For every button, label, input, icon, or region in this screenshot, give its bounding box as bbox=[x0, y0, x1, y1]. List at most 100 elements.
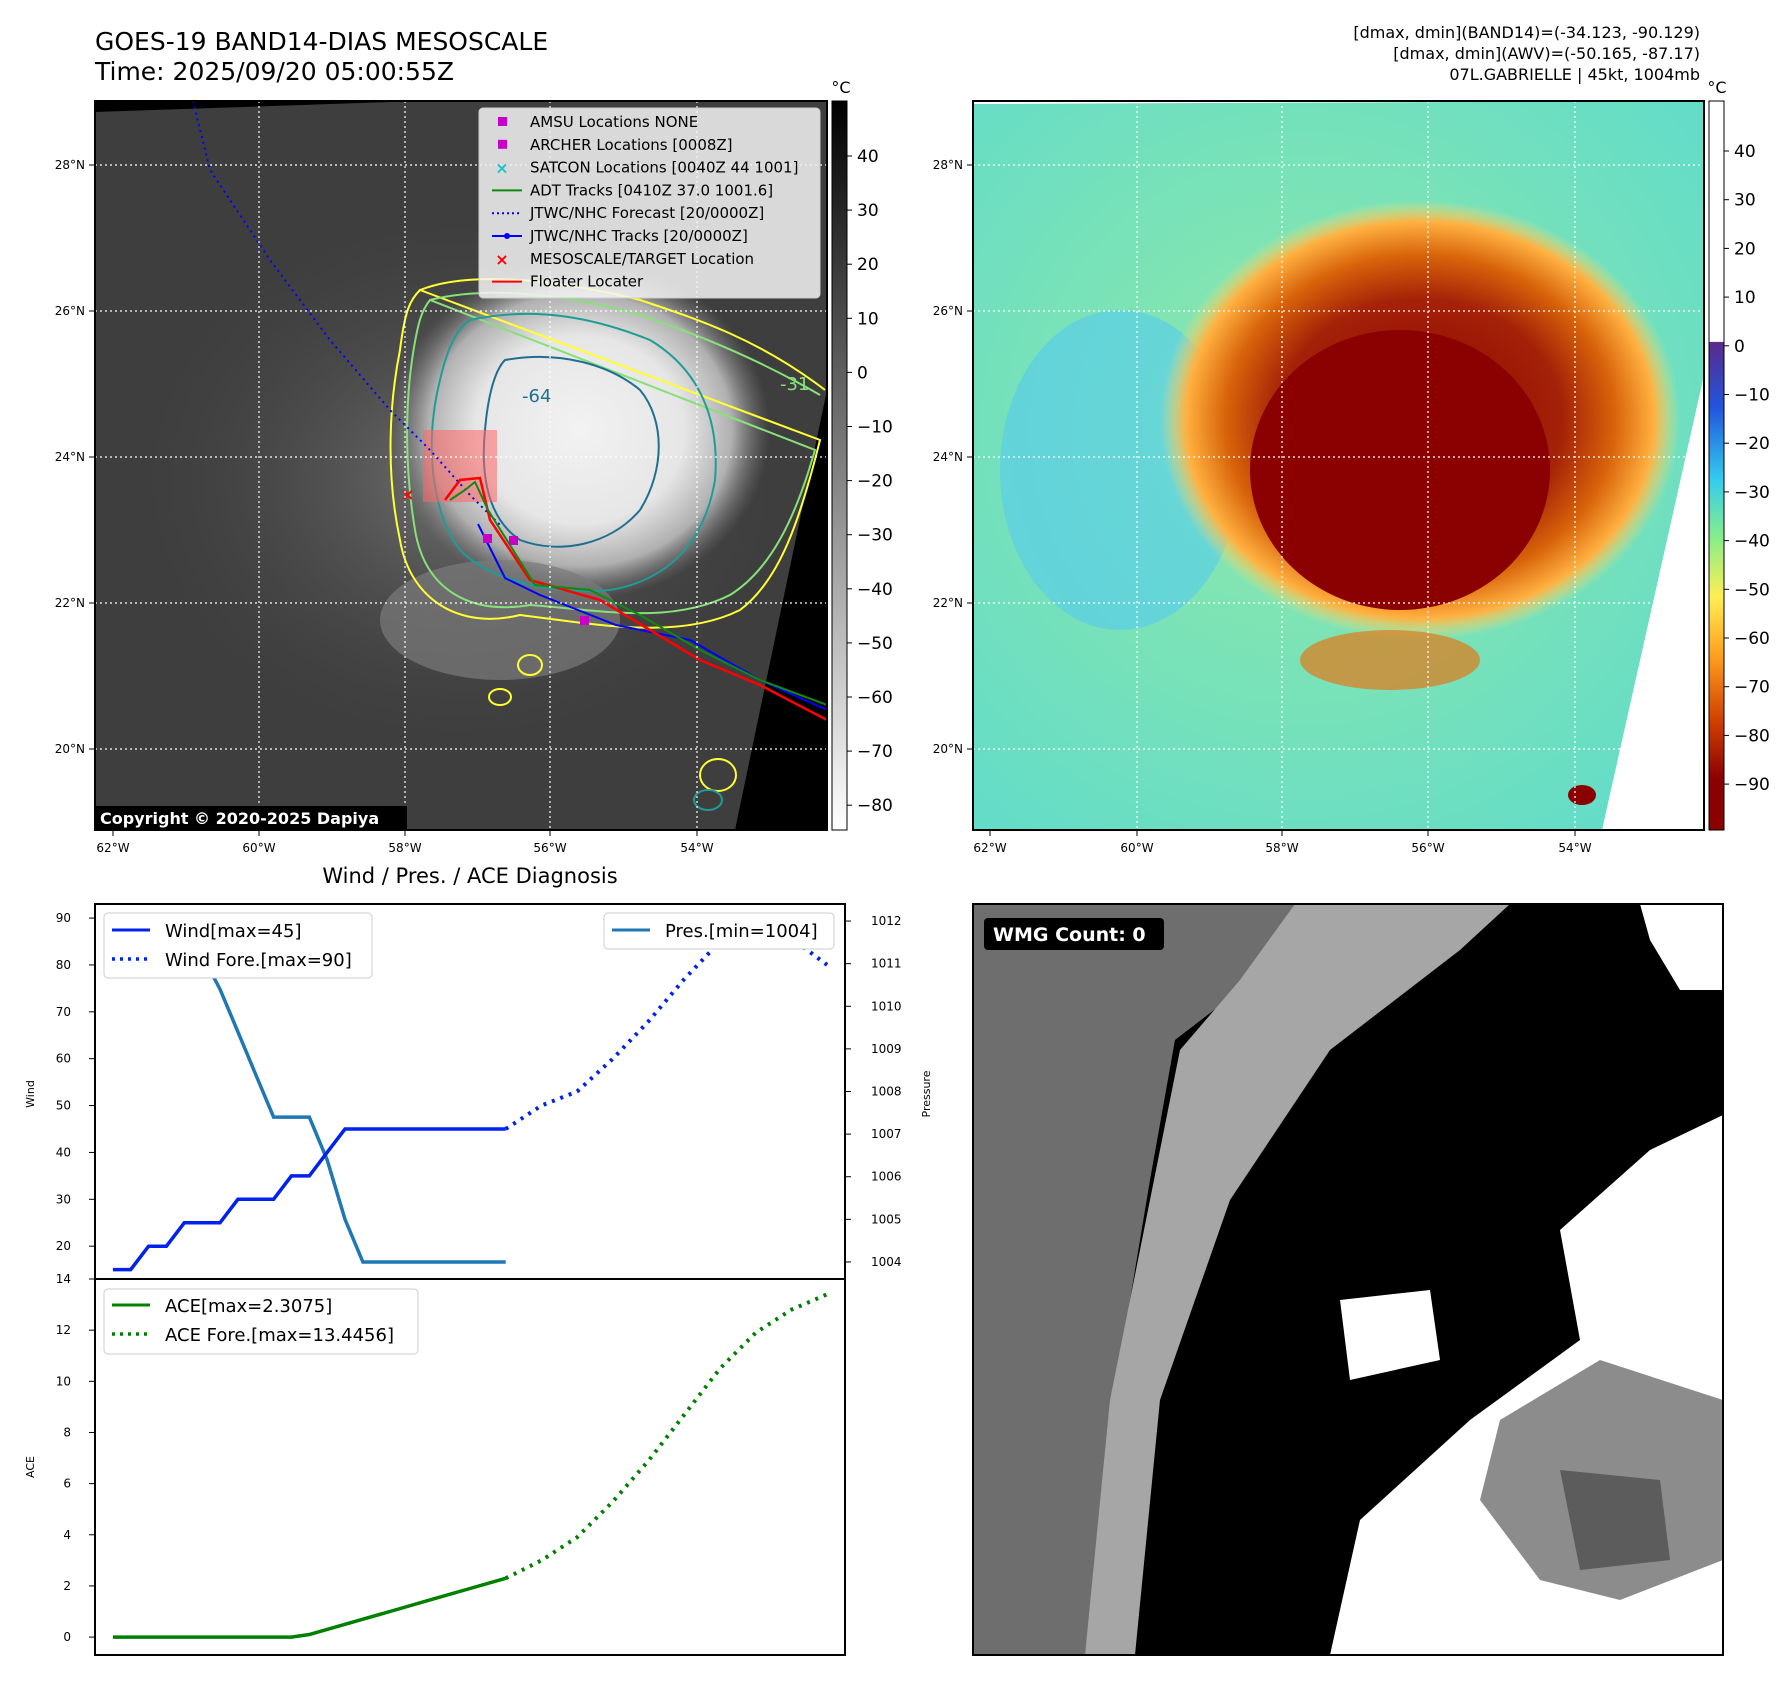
lat-tick-label: 28°N bbox=[933, 158, 963, 172]
lon-tick-label: 56°W bbox=[533, 841, 566, 855]
pressure-axis-tick-label: 1006 bbox=[871, 1170, 902, 1184]
ace-axis-tick-label: 10 bbox=[56, 1374, 71, 1388]
colorbar-tick-label: −20 bbox=[857, 472, 893, 492]
colorbar-tick-label: −10 bbox=[857, 418, 893, 438]
wind-legend-box bbox=[103, 912, 373, 979]
pressure-axis-tick-label: 1008 bbox=[871, 1085, 902, 1099]
ace-panel: ACE 0 2 4 6 8 10 12 14 ACE[max=2.3075] ACE Fore… bbox=[24, 1272, 846, 1656]
wind-panel: Wind Pressure 20 30 40 50 60 70 80 90 1004 1005 10… bbox=[24, 903, 933, 1280]
map-legend: AMSU Locations NONE ARCHER Locations [000… bbox=[478, 107, 821, 299]
legend-label: JTWC/NHC Tracks [20/0000Z] bbox=[529, 227, 748, 245]
colorbar-tick-label: −40 bbox=[1734, 532, 1770, 552]
lat-tick-label: 22°N bbox=[933, 596, 963, 610]
wmg-count-text: WMG Count: 0 bbox=[993, 924, 1146, 946]
colorbar-tick-label: −80 bbox=[857, 796, 893, 816]
wind-axis-tick-label: 90 bbox=[56, 911, 71, 925]
ace-axis-tick-label: 0 bbox=[63, 1630, 71, 1644]
colorbar-tick-label: −50 bbox=[1734, 580, 1770, 600]
lon-tick-label: 60°W bbox=[242, 841, 275, 855]
colorbar-tick-label: −30 bbox=[1734, 483, 1770, 503]
legend-label: Floater Locater bbox=[530, 273, 644, 291]
wmg-frame bbox=[972, 903, 1724, 1656]
wmg-region-white-spot bbox=[1340, 1290, 1440, 1380]
pressure-axis-label: Pressure bbox=[920, 1070, 933, 1117]
ace-axis-label: ACE bbox=[24, 1456, 37, 1478]
legend-label: MESOSCALE/TARGET Location bbox=[530, 250, 754, 268]
pres-legend-box bbox=[603, 912, 835, 950]
pres-legend-label: Pres.[min=1004] bbox=[665, 921, 818, 942]
colorbar-tick-label: −80 bbox=[1734, 726, 1770, 746]
wind-axis-tick-label: 50 bbox=[56, 1099, 71, 1113]
lat-tick-label: 26°N bbox=[55, 304, 85, 318]
floater-box bbox=[423, 430, 497, 502]
ir-nodata-edge bbox=[735, 101, 827, 830]
wind-legend-label: Wind[max=45] bbox=[165, 921, 302, 942]
legend-label: SATCON Locations [0040Z 44 1001] bbox=[530, 159, 798, 177]
ace-axis-tick-label: 6 bbox=[63, 1477, 71, 1491]
colorbar-tick-label: 40 bbox=[857, 147, 879, 167]
colorbar-tick-label: −60 bbox=[857, 688, 893, 708]
ir-storm-cloud bbox=[390, 260, 770, 600]
figure-title: GOES-19 BAND14-DIAS MESOSCALE bbox=[95, 27, 548, 56]
ace-axis-tick-label: 12 bbox=[56, 1323, 71, 1337]
awv-map-frame bbox=[972, 100, 1705, 831]
awv-gridlines bbox=[973, 101, 1704, 830]
wind-axis-tick-label: 40 bbox=[56, 1145, 71, 1159]
awv-cell bbox=[1568, 785, 1596, 805]
lon-tick-label: 58°W bbox=[1265, 841, 1298, 855]
colorbar-tick-label: −40 bbox=[857, 580, 893, 600]
pressure-axis-tick-label: 1010 bbox=[871, 999, 902, 1013]
colorbar-tick-label: −60 bbox=[1734, 629, 1770, 649]
wmg-region-light-gray bbox=[1085, 904, 1510, 1655]
lat-tick-label: 20°N bbox=[55, 742, 85, 756]
lat-tick-label: 24°N bbox=[55, 450, 85, 464]
colorbar-tick-label: 0 bbox=[857, 363, 868, 383]
lat-tick-label: 24°N bbox=[933, 450, 963, 464]
colorbar-tick-label: 40 bbox=[1734, 142, 1756, 162]
wmg-region-white-top bbox=[1640, 904, 1723, 990]
colorbar-tick-label: 0 bbox=[1734, 337, 1745, 357]
wmg-region-dark-gray bbox=[973, 904, 1295, 1655]
colorbar-tick-label: −30 bbox=[857, 526, 893, 546]
colorbar-tick-label: −90 bbox=[1734, 775, 1770, 795]
figure-time: Time: 2025/09/20 05:00:55Z bbox=[94, 57, 454, 86]
ir-map-frame bbox=[94, 100, 828, 831]
ir-colorbar-unit: °C bbox=[831, 78, 850, 97]
colorbar-tick-label: −70 bbox=[857, 742, 893, 762]
colorbar-tick-label: −50 bbox=[857, 634, 893, 654]
ace-legend-box bbox=[103, 1288, 419, 1355]
contour-blob bbox=[517, 654, 543, 676]
ir-map-ticks: 62°W 60°W 58°W 56°W 54°W 28°N 26°N 24°N 22°N 20°N bbox=[55, 158, 714, 855]
legend-marker-square bbox=[498, 139, 507, 149]
archer-marker bbox=[509, 536, 518, 545]
wmg-count-badge bbox=[984, 918, 1164, 950]
colorbar-tick-label: −10 bbox=[1734, 386, 1770, 406]
contour-yellow bbox=[389, 278, 826, 629]
ace-axis-tick-label: 8 bbox=[63, 1425, 71, 1439]
wind-forecast-line bbox=[504, 915, 829, 1131]
wind-axis-tick-label: 70 bbox=[56, 1005, 71, 1019]
archer-marker bbox=[483, 534, 492, 543]
colorbar-tick-label: 10 bbox=[857, 309, 879, 329]
legend-label: ARCHER Locations [0008Z] bbox=[530, 136, 733, 154]
copyright-text: Copyright © 2020-2025 Dapiya bbox=[100, 809, 379, 828]
awv-map-ticks: 62°W 60°W 58°W 56°W 54°W 28°N 26°N 24°N 22°N 20°N bbox=[933, 158, 1592, 855]
lat-tick-label: 20°N bbox=[933, 742, 963, 756]
legend-label: AMSU Locations NONE bbox=[530, 113, 698, 131]
floater-locater bbox=[444, 476, 827, 722]
ace-axis-tick-label: 14 bbox=[56, 1272, 71, 1286]
pressure-axis-tick-label: 1005 bbox=[871, 1212, 902, 1226]
lat-tick-label: 28°N bbox=[55, 158, 85, 172]
awv-map bbox=[972, 100, 1705, 831]
contour-label-31: -31 bbox=[780, 374, 809, 395]
lon-tick-label: 54°W bbox=[680, 841, 713, 855]
ace-fore-legend-label: ACE Fore.[max=13.4456] bbox=[165, 1325, 394, 1346]
awv-cold-core bbox=[1250, 330, 1550, 610]
legend-marker-dot bbox=[504, 233, 510, 239]
wind-axis-label: Wind bbox=[24, 1080, 37, 1108]
colorbar-tick-label: 30 bbox=[1734, 191, 1756, 211]
info-band14: [dmax, dmin](BAND14)=(-34.123, -90.129) bbox=[1353, 23, 1700, 42]
ir-colorbar-ticks: 40 30 20 10 0 −10 −20 −30 −40 −50 −60 −70 −80 bbox=[847, 147, 893, 816]
colorbar-tick-label: 30 bbox=[857, 201, 879, 221]
